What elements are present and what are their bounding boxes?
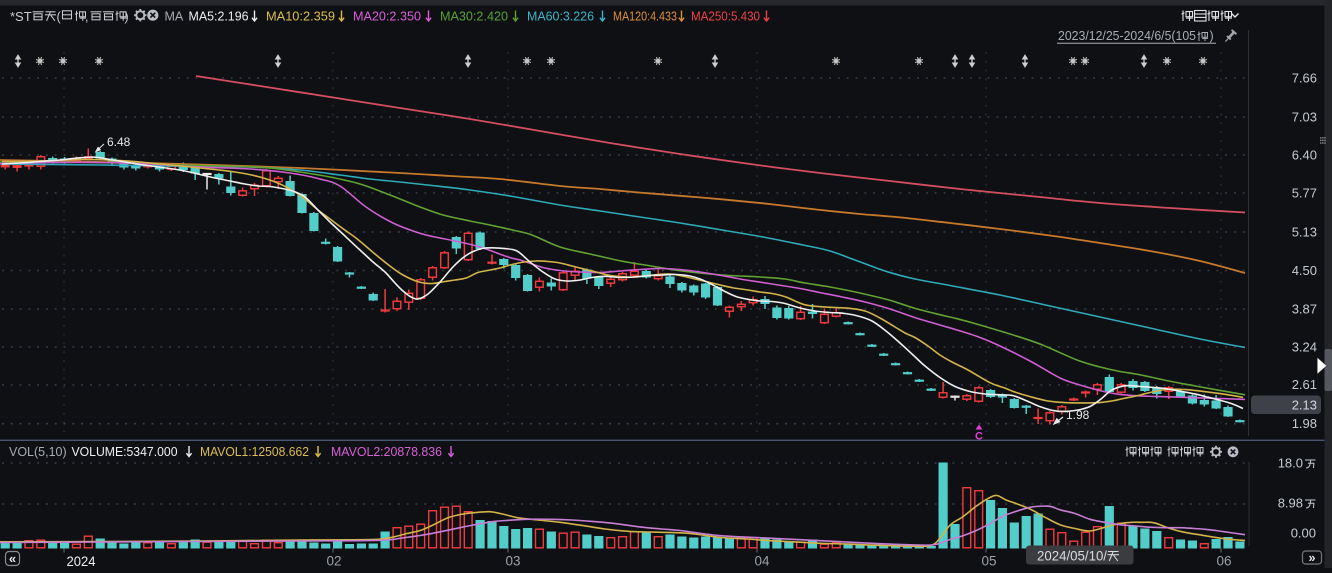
svg-text:7.03: 7.03 [1292,110,1317,125]
svg-text:05: 05 [981,554,996,569]
svg-text:MA20:2.350: MA20:2.350 [353,10,421,24]
svg-text:«: « [9,551,16,566]
svg-text:): ) [125,10,129,24]
svg-text:MA: MA [165,10,184,24]
svg-text:0.00: 0.00 [1291,526,1316,541]
svg-text:*ST: *ST [10,9,32,24]
svg-text:5.77: 5.77 [1292,186,1317,201]
svg-text:3.24: 3.24 [1292,340,1317,355]
svg-text:MA250:5.430: MA250:5.430 [691,10,760,24]
svg-text:3.87: 3.87 [1292,302,1317,317]
svg-text:04: 04 [754,554,770,569]
svg-text:4.50: 4.50 [1292,263,1317,278]
svg-text:MAVOL2:20878.836: MAVOL2:20878.836 [331,445,442,459]
svg-text:5.13: 5.13 [1292,225,1317,240]
svg-text:VOLUME:5347.000: VOLUME:5347.000 [72,445,178,459]
svg-text:1.98: 1.98 [1066,408,1090,422]
svg-text:1.98: 1.98 [1292,416,1317,431]
svg-text:18.0: 18.0 [1278,456,1303,471]
svg-text:MAVOL1:12508.662: MAVOL1:12508.662 [200,445,309,459]
svg-text:»: » [1309,551,1316,565]
svg-text:MA30:2.420: MA30:2.420 [440,10,508,24]
svg-text:2024/05/10/: 2024/05/10/ [1037,549,1107,564]
svg-text:MA60:3.226: MA60:3.226 [527,10,594,24]
svg-text:06: 06 [1216,554,1231,569]
svg-text:,: , [85,10,88,24]
svg-text:6.48: 6.48 [107,135,131,149]
svg-text:MA120:4.433: MA120:4.433 [613,10,677,24]
svg-text:2023/12/25-2024/6/5(105: 2023/12/25-2024/6/5(105 [1058,29,1196,43]
svg-text:03: 03 [505,554,520,569]
svg-text:MA10:2.359: MA10:2.359 [266,10,335,24]
svg-text:2024: 2024 [67,553,96,568]
svg-text:MA5:2.196: MA5:2.196 [189,10,249,24]
svg-text:6.40: 6.40 [1292,148,1317,163]
svg-text:2.61: 2.61 [1292,377,1317,392]
svg-text:2.13: 2.13 [1292,398,1317,413]
svg-text:VOL(5,10): VOL(5,10) [9,445,67,459]
svg-text:7.66: 7.66 [1292,71,1317,86]
svg-text:8.98: 8.98 [1278,496,1303,511]
svg-text:02: 02 [326,554,341,569]
svg-text:): ) [1210,29,1214,43]
svg-text:C: C [975,431,983,443]
